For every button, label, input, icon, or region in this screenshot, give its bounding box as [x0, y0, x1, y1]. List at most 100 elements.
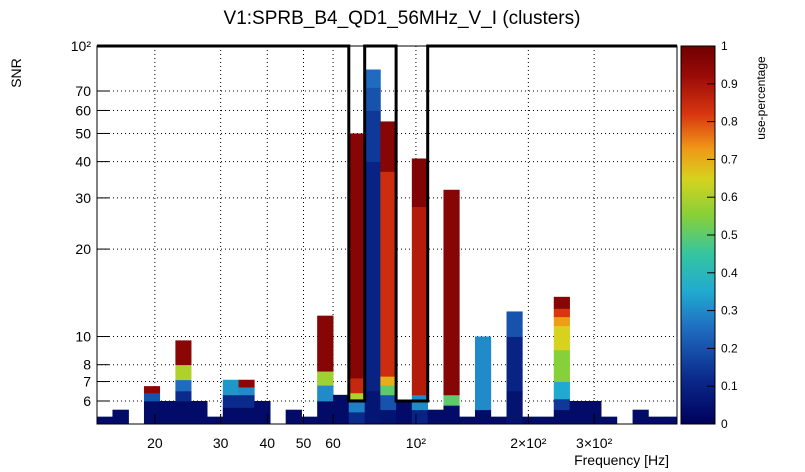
y-tick-label: 40: [75, 154, 91, 170]
heatmap-cell: [443, 189, 460, 396]
plot-area: 20 30 40 50 60 10² 2×10² 3×10² 6 78 10 20 30 40 50 60 7…: [71, 38, 678, 451]
heatmap-cell: [411, 409, 429, 425]
heatmap-cell: [411, 206, 429, 396]
heatmap-cell: [238, 387, 255, 396]
heatmap-cell: [364, 390, 381, 425]
heatmap-cell: [364, 110, 381, 163]
colorbar-tick-label: 1: [721, 39, 728, 53]
heatmap-cell: [380, 394, 397, 411]
colorbar-ticks: 0 0.1 0.2 0.3 0.4 0.5 0.6 0.7 0.8 0.9 1: [707, 39, 738, 431]
heatmap-cell: [348, 377, 366, 394]
heatmap-bins: [97, 69, 678, 425]
heatmap-cell: [364, 69, 381, 88]
heatmap-cell: [569, 400, 586, 425]
heatmap-cell: [538, 416, 555, 425]
heatmap-cell: [175, 400, 192, 425]
x-tick-label: 20: [147, 435, 163, 451]
heatmap-cell: [459, 416, 476, 425]
heatmap-cell: [427, 409, 444, 425]
heatmap-cell: [317, 371, 334, 386]
heatmap-cell: [506, 336, 523, 392]
x-tick-label: 40: [260, 435, 276, 451]
colorbar-tick-label: 0.6: [721, 190, 738, 204]
heatmap-cell: [380, 171, 397, 377]
heatmap-cell: [553, 308, 570, 318]
heatmap-cell: [175, 340, 192, 366]
colorbar-tick-label: 0.2: [721, 341, 738, 355]
y-tick-label: 30: [75, 190, 91, 206]
heatmap-cell: [175, 390, 192, 402]
colorbar-tick-label: 0.5: [721, 228, 738, 242]
heatmap-cell: [553, 349, 570, 382]
heatmap-cell: [143, 400, 161, 425]
heatmap-cell: [238, 394, 255, 408]
heatmap-cell: [601, 416, 618, 425]
heatmap-cell: [348, 392, 366, 400]
heatmap-cell: [632, 409, 649, 425]
x-tick-label: 10²: [406, 435, 427, 451]
x-tick-label: 60: [325, 435, 341, 451]
colorbar-tick-label: 0.3: [721, 304, 738, 318]
heatmap-cell: [175, 364, 192, 381]
heatmap-cell: [317, 385, 334, 402]
heatmap-cell: [317, 315, 334, 372]
heatmap-cell: [553, 316, 570, 327]
heatmap-cell: [238, 407, 255, 425]
heatmap-cell: [474, 336, 492, 411]
heatmap-cell: [222, 394, 239, 408]
y-tick-label: 8: [83, 357, 91, 373]
heatmap-cell: [364, 161, 381, 392]
heatmap-cell: [333, 394, 350, 425]
y-tick-label: 10²: [71, 38, 92, 54]
x-tick-label: 2×10²: [510, 435, 547, 451]
heatmap-cell: [159, 400, 176, 425]
y-tick-label: 20: [75, 241, 91, 257]
colorbar-label: use-percentage: [754, 56, 768, 140]
y-tick-label: 6: [83, 393, 91, 409]
heatmap-cell: [317, 400, 334, 425]
heatmap-cell: [380, 385, 397, 396]
heatmap-cell: [175, 379, 192, 392]
heatmap-cell: [553, 398, 570, 411]
heatmap-cell: [97, 416, 113, 425]
x-tick-label: 3×10²: [576, 435, 613, 451]
heatmap-cell: [143, 392, 161, 402]
heatmap-cell: [490, 416, 507, 425]
heatmap-cell: [238, 379, 255, 388]
heatmap-cell: [380, 121, 397, 172]
heatmap-cell: [664, 416, 678, 425]
chart-title: V1:SPRB_B4_QD1_56MHz_V_I (clusters): [224, 8, 581, 29]
heatmap-cell: [411, 158, 429, 208]
heatmap-cell: [648, 416, 665, 425]
heatmap-cell: [222, 407, 239, 425]
y-tick-label: 60: [75, 102, 91, 118]
heatmap-cell: [207, 416, 224, 425]
colorbar-tick-label: 0.4: [721, 266, 738, 280]
heatmap-cell: [443, 394, 460, 406]
colorbar-tick-label: 0.7: [721, 152, 738, 166]
y-tick-label: 10: [75, 329, 91, 345]
plot-frame: [96, 45, 678, 425]
heatmap-cell: [506, 311, 523, 337]
x-axis: 20 30 40 50 60 10² 2×10² 3×10²: [147, 414, 613, 451]
heatmap-cell: [191, 400, 208, 425]
heatmap-cell: [112, 409, 129, 425]
heatmap-cell: [348, 411, 366, 425]
y-tick-label: 50: [75, 125, 91, 141]
colorbar-tick-label: 0: [721, 417, 728, 431]
heatmap-cell: [553, 409, 570, 425]
heatmap-cell: [301, 416, 318, 425]
x-tick-label: 50: [296, 435, 312, 451]
y-tick-label: 7: [83, 374, 91, 390]
heatmap-cell: [553, 296, 570, 309]
x-axis-label: Frequency [Hz]: [574, 452, 669, 468]
colorbar-tick-label: 0.1: [721, 379, 738, 393]
heatmap-cell: [506, 390, 523, 425]
y-tick-label: 70: [75, 83, 91, 99]
colorbar: 0 0.1 0.2 0.3 0.4 0.5 0.6 0.7 0.8 0.9 1 use-percen…: [680, 39, 768, 431]
heatmap-cell: [585, 400, 602, 425]
heatmap-cell: [285, 409, 302, 425]
heatmap-cell: [396, 400, 413, 425]
x-tick-label: 30: [213, 435, 229, 451]
